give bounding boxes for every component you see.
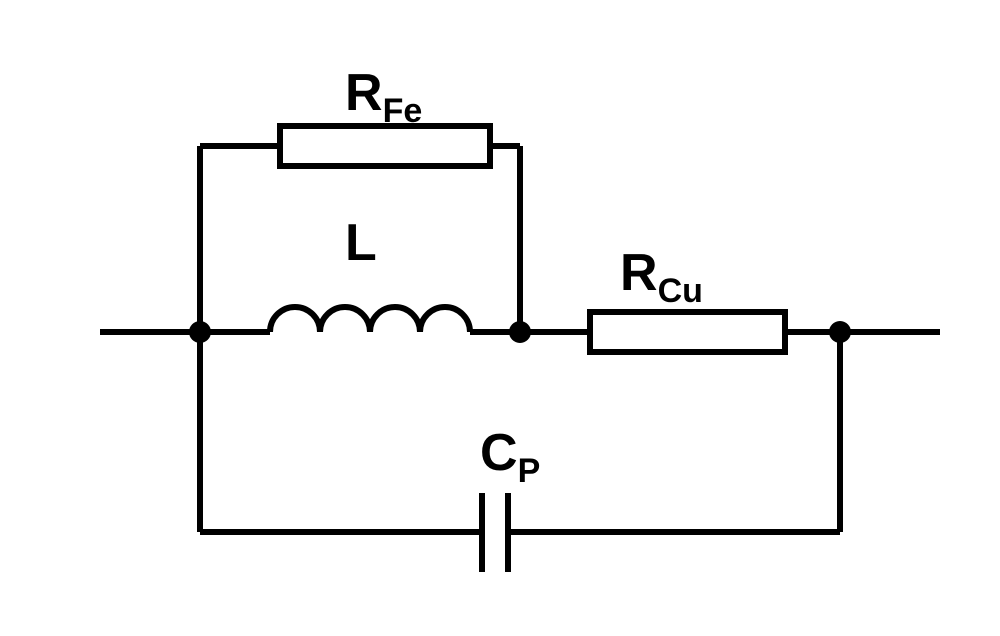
resistor-rcu [590, 312, 785, 352]
label-cp: CP [480, 424, 540, 490]
node-c [829, 321, 851, 343]
capacitor-cp [482, 493, 508, 572]
circuit-diagram: RFe L RCu CP [0, 0, 1000, 636]
label-rfe: RFe [345, 64, 422, 130]
resistor-rfe [280, 126, 490, 166]
label-l: L [345, 214, 377, 272]
labels: RFe L RCu CP [345, 64, 703, 490]
inductor-l [270, 307, 470, 332]
label-rcu: RCu [620, 244, 703, 310]
node-b [509, 321, 531, 343]
node-a [189, 321, 211, 343]
